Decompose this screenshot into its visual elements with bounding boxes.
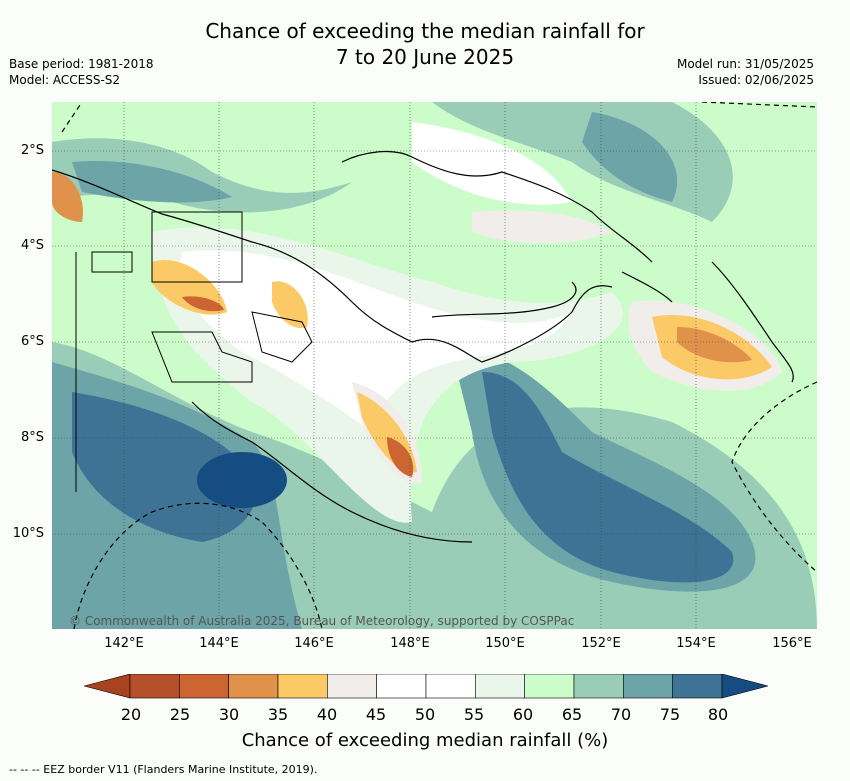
colorbar <box>84 674 768 699</box>
colorbar-tick: 35 <box>267 705 289 724</box>
colorbar-tick: 75 <box>659 705 681 724</box>
contour-50-north <box>412 122 572 205</box>
colorbar-tick: 30 <box>218 705 240 724</box>
model-run: Model run: 31/05/2025 <box>676 57 814 71</box>
map-title: Chance of exceeding the median rainfall … <box>0 18 850 70</box>
colorbar-tick: 60 <box>512 705 534 724</box>
lon-label-142e: 142°E <box>104 636 144 651</box>
contour-75-northeast <box>582 112 678 202</box>
lat-label-8s: 8°S <box>20 430 44 445</box>
colorbar-segment <box>228 674 279 699</box>
copyright-notice: © Commonwealth of Australia 2025, Bureau… <box>69 614 575 628</box>
colorbar-tick: 70 <box>610 705 632 724</box>
meta-left: Base period: 1981-2018 Model: ACCESS-S2 <box>9 56 154 88</box>
colorbar-segment <box>623 674 673 699</box>
contour-35-mid <box>272 281 308 328</box>
colorbar-tick: 50 <box>414 705 436 724</box>
colorbar-segment <box>376 674 427 699</box>
lon-label-154e: 154°E <box>676 636 716 651</box>
model-name: Model: ACCESS-S2 <box>9 73 121 87</box>
colorbar-tick: 65 <box>561 705 583 724</box>
contour-45-north <box>472 210 612 244</box>
colorbar-segment <box>524 674 575 699</box>
lon-label-156e: 156°E <box>772 636 812 651</box>
eez-legend: -- -- -- EEZ border V11 (Flanders Marine… <box>9 763 318 776</box>
colorbar-min-arrow <box>84 674 131 699</box>
contour-80-southwest <box>72 392 257 542</box>
contour-80-southeast <box>482 372 734 583</box>
gridlines <box>52 102 817 629</box>
lon-label-150e: 150°E <box>485 636 525 651</box>
colorbar-segment <box>573 674 624 699</box>
contour-85-blob <box>197 452 287 508</box>
eez-borders <box>61 102 817 629</box>
contour-25-west <box>182 296 224 312</box>
contour-30-east <box>677 327 752 363</box>
contour-25-south-central <box>387 437 414 477</box>
lon-label-152e: 152°E <box>581 636 621 651</box>
lon-label-144e: 144°E <box>199 636 239 651</box>
colorbar-segment <box>129 674 180 699</box>
lon-label-148e: 148°E <box>390 636 430 651</box>
title-line-2: 7 to 20 June 2025 <box>335 45 515 69</box>
colorbar-segment <box>327 674 377 699</box>
meta-right: Model run: 31/05/2025 Issued: 02/06/2025 <box>677 56 814 88</box>
colorbar-max-arrow <box>721 674 768 699</box>
map-svg <box>52 102 817 629</box>
colorbar-tick: 40 <box>316 705 338 724</box>
coastlines <box>52 151 794 543</box>
lat-label-10s: 10°S <box>12 526 44 541</box>
issued-date: Issued: 02/06/2025 <box>698 73 814 87</box>
colorbar-tick: 25 <box>169 705 191 724</box>
colorbar-tick: 45 <box>365 705 387 724</box>
colorbar-segment <box>672 674 723 699</box>
base-period: Base period: 1981-2018 <box>9 57 154 71</box>
colorbar-tick: 80 <box>707 705 729 724</box>
borders <box>75 211 313 492</box>
colorbar-segment <box>179 674 229 699</box>
lat-label-6s: 6°S <box>20 334 44 349</box>
colorbar-tick: 55 <box>463 705 485 724</box>
title-line-1: Chance of exceeding the median rainfall … <box>205 19 645 43</box>
lat-label-2s: 2°S <box>20 143 44 158</box>
colorbar-label: Chance of exceeding median rainfall (%) <box>241 730 609 751</box>
lat-label-4s: 4°S <box>20 238 44 253</box>
colorbar-segment <box>425 674 476 699</box>
colorbar-segment <box>475 674 525 699</box>
colorbar-tick: 20 <box>120 705 142 724</box>
colorbar-segment <box>277 674 328 699</box>
rainfall-map <box>52 102 817 629</box>
contour-30-far-west <box>52 172 83 222</box>
lon-label-146e: 146°E <box>294 636 334 651</box>
